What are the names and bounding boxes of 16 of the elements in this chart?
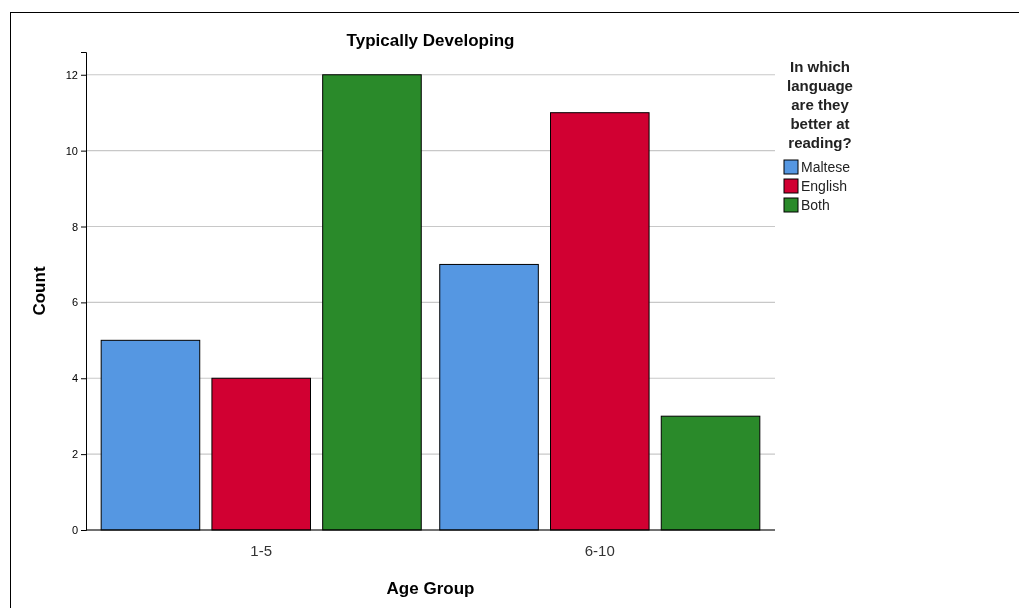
y-axis-title: Count [30,266,49,316]
legend-label: Both [801,197,830,213]
y-tick-label: 2 [71,448,78,461]
y-tick-label: 8 [71,220,78,233]
y-tick-label: 6 [71,296,78,309]
y-tick-label: 10 [65,144,78,157]
x-tick-label: 1-5 [250,541,273,559]
y-tick-label: 4 [71,372,78,385]
y-tick-label: 12 [65,68,78,81]
legend-label: Maltese [801,159,851,175]
legend-label: English [801,178,847,194]
legend-title: In which language are they better at reading? [787,58,853,151]
chart-title: Typically Developing [346,31,515,50]
x-tick-label: 6-10 [584,541,615,559]
y-tick-label: 0 [71,524,78,537]
x-axis-title: Age Group [386,579,475,598]
